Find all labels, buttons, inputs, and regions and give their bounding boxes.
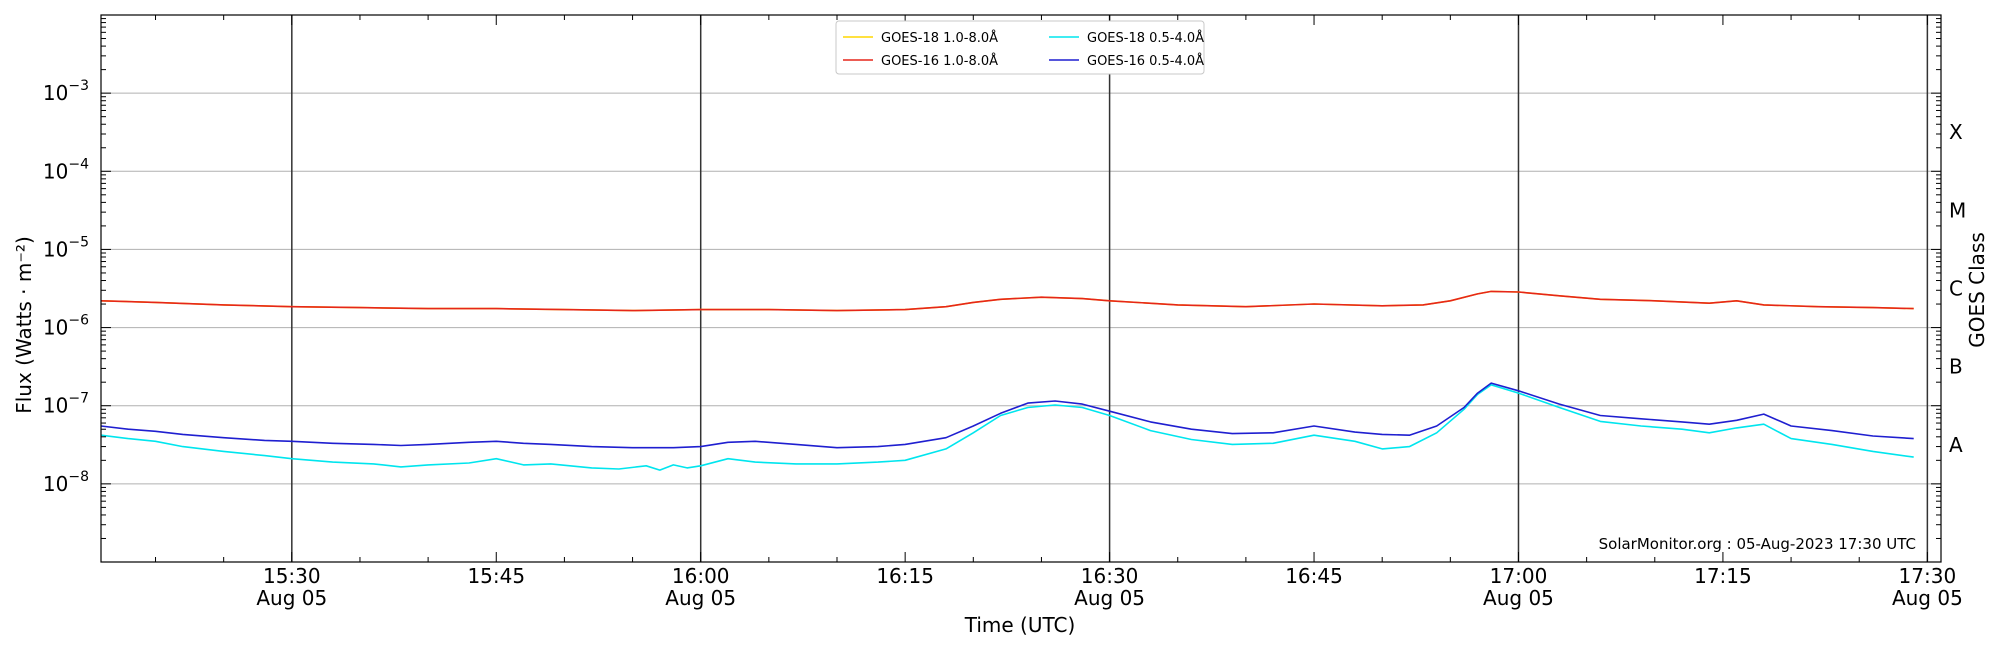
y-tick-label: 10−5	[43, 234, 89, 261]
goes-class-axis-title: GOES Class	[1965, 232, 1989, 348]
y-tick-label: 10−3	[43, 78, 89, 105]
x-tick-label: 17:30	[1899, 564, 1957, 588]
series-line-goes-18-0-5-4-0-	[100, 383, 1914, 471]
x-tick-date-label: Aug 05	[1074, 586, 1145, 610]
x-tick-date-label: Aug 05	[256, 586, 327, 610]
series-layer	[100, 290, 1914, 471]
frame-layer	[100, 14, 1942, 563]
y-tick-label: 10−4	[43, 156, 89, 183]
plot-frame	[100, 14, 1942, 563]
goes-class-label: A	[1949, 433, 1963, 457]
x-tick-label: 15:30	[263, 564, 321, 588]
legend-label: GOES-18 0.5-4.0Å	[1087, 30, 1204, 46]
x-tick-date-label: Aug 05	[1483, 586, 1554, 610]
source-annotation: SolarMonitor.org : 05-Aug-2023 17:30 UTC	[1599, 535, 1916, 553]
legend-label: GOES-18 1.0-8.0Å	[881, 30, 998, 46]
series-line-goes-16-1-0-8-0-	[100, 290, 1914, 312]
x-tick-label: 16:15	[876, 564, 934, 588]
x-tick-date-label: Aug 05	[1892, 586, 1963, 610]
goes-class-label: X	[1949, 120, 1963, 144]
goes-class-label: M	[1949, 198, 1966, 222]
x-tick-label: 16:00	[672, 564, 730, 588]
y-tick-label: 10−7	[43, 391, 89, 418]
y-tick-label: 10−6	[43, 313, 89, 340]
legend-frame	[835, 20, 1205, 75]
x-tick-label: 16:30	[1081, 564, 1139, 588]
y-axis-title: Flux (Watts · m⁻²)	[12, 236, 36, 414]
series-line-goes-16-0-5-4-0-	[100, 382, 1914, 449]
legend: GOES-18 1.0-8.0Å GOES-16 1.0-8.0Å GOES-18 …	[835, 20, 1205, 75]
x-tick-date-label: Aug 05	[665, 586, 736, 610]
goes-class-label: C	[1949, 277, 1963, 301]
y-tick-label: 10−8	[43, 469, 89, 496]
x-axis-title: Time (UTC)	[964, 613, 1076, 637]
legend-label: GOES-16 1.0-8.0Å	[881, 53, 998, 69]
goes-class-label: B	[1949, 355, 1963, 379]
x-tick-label: 17:15	[1694, 564, 1752, 588]
legend-label: GOES-16 0.5-4.0Å	[1087, 53, 1204, 69]
x-tick-label: 16:45	[1285, 564, 1343, 588]
x-tick-label: 15:45	[467, 564, 525, 588]
x-tick-label: 17:00	[1490, 564, 1548, 588]
